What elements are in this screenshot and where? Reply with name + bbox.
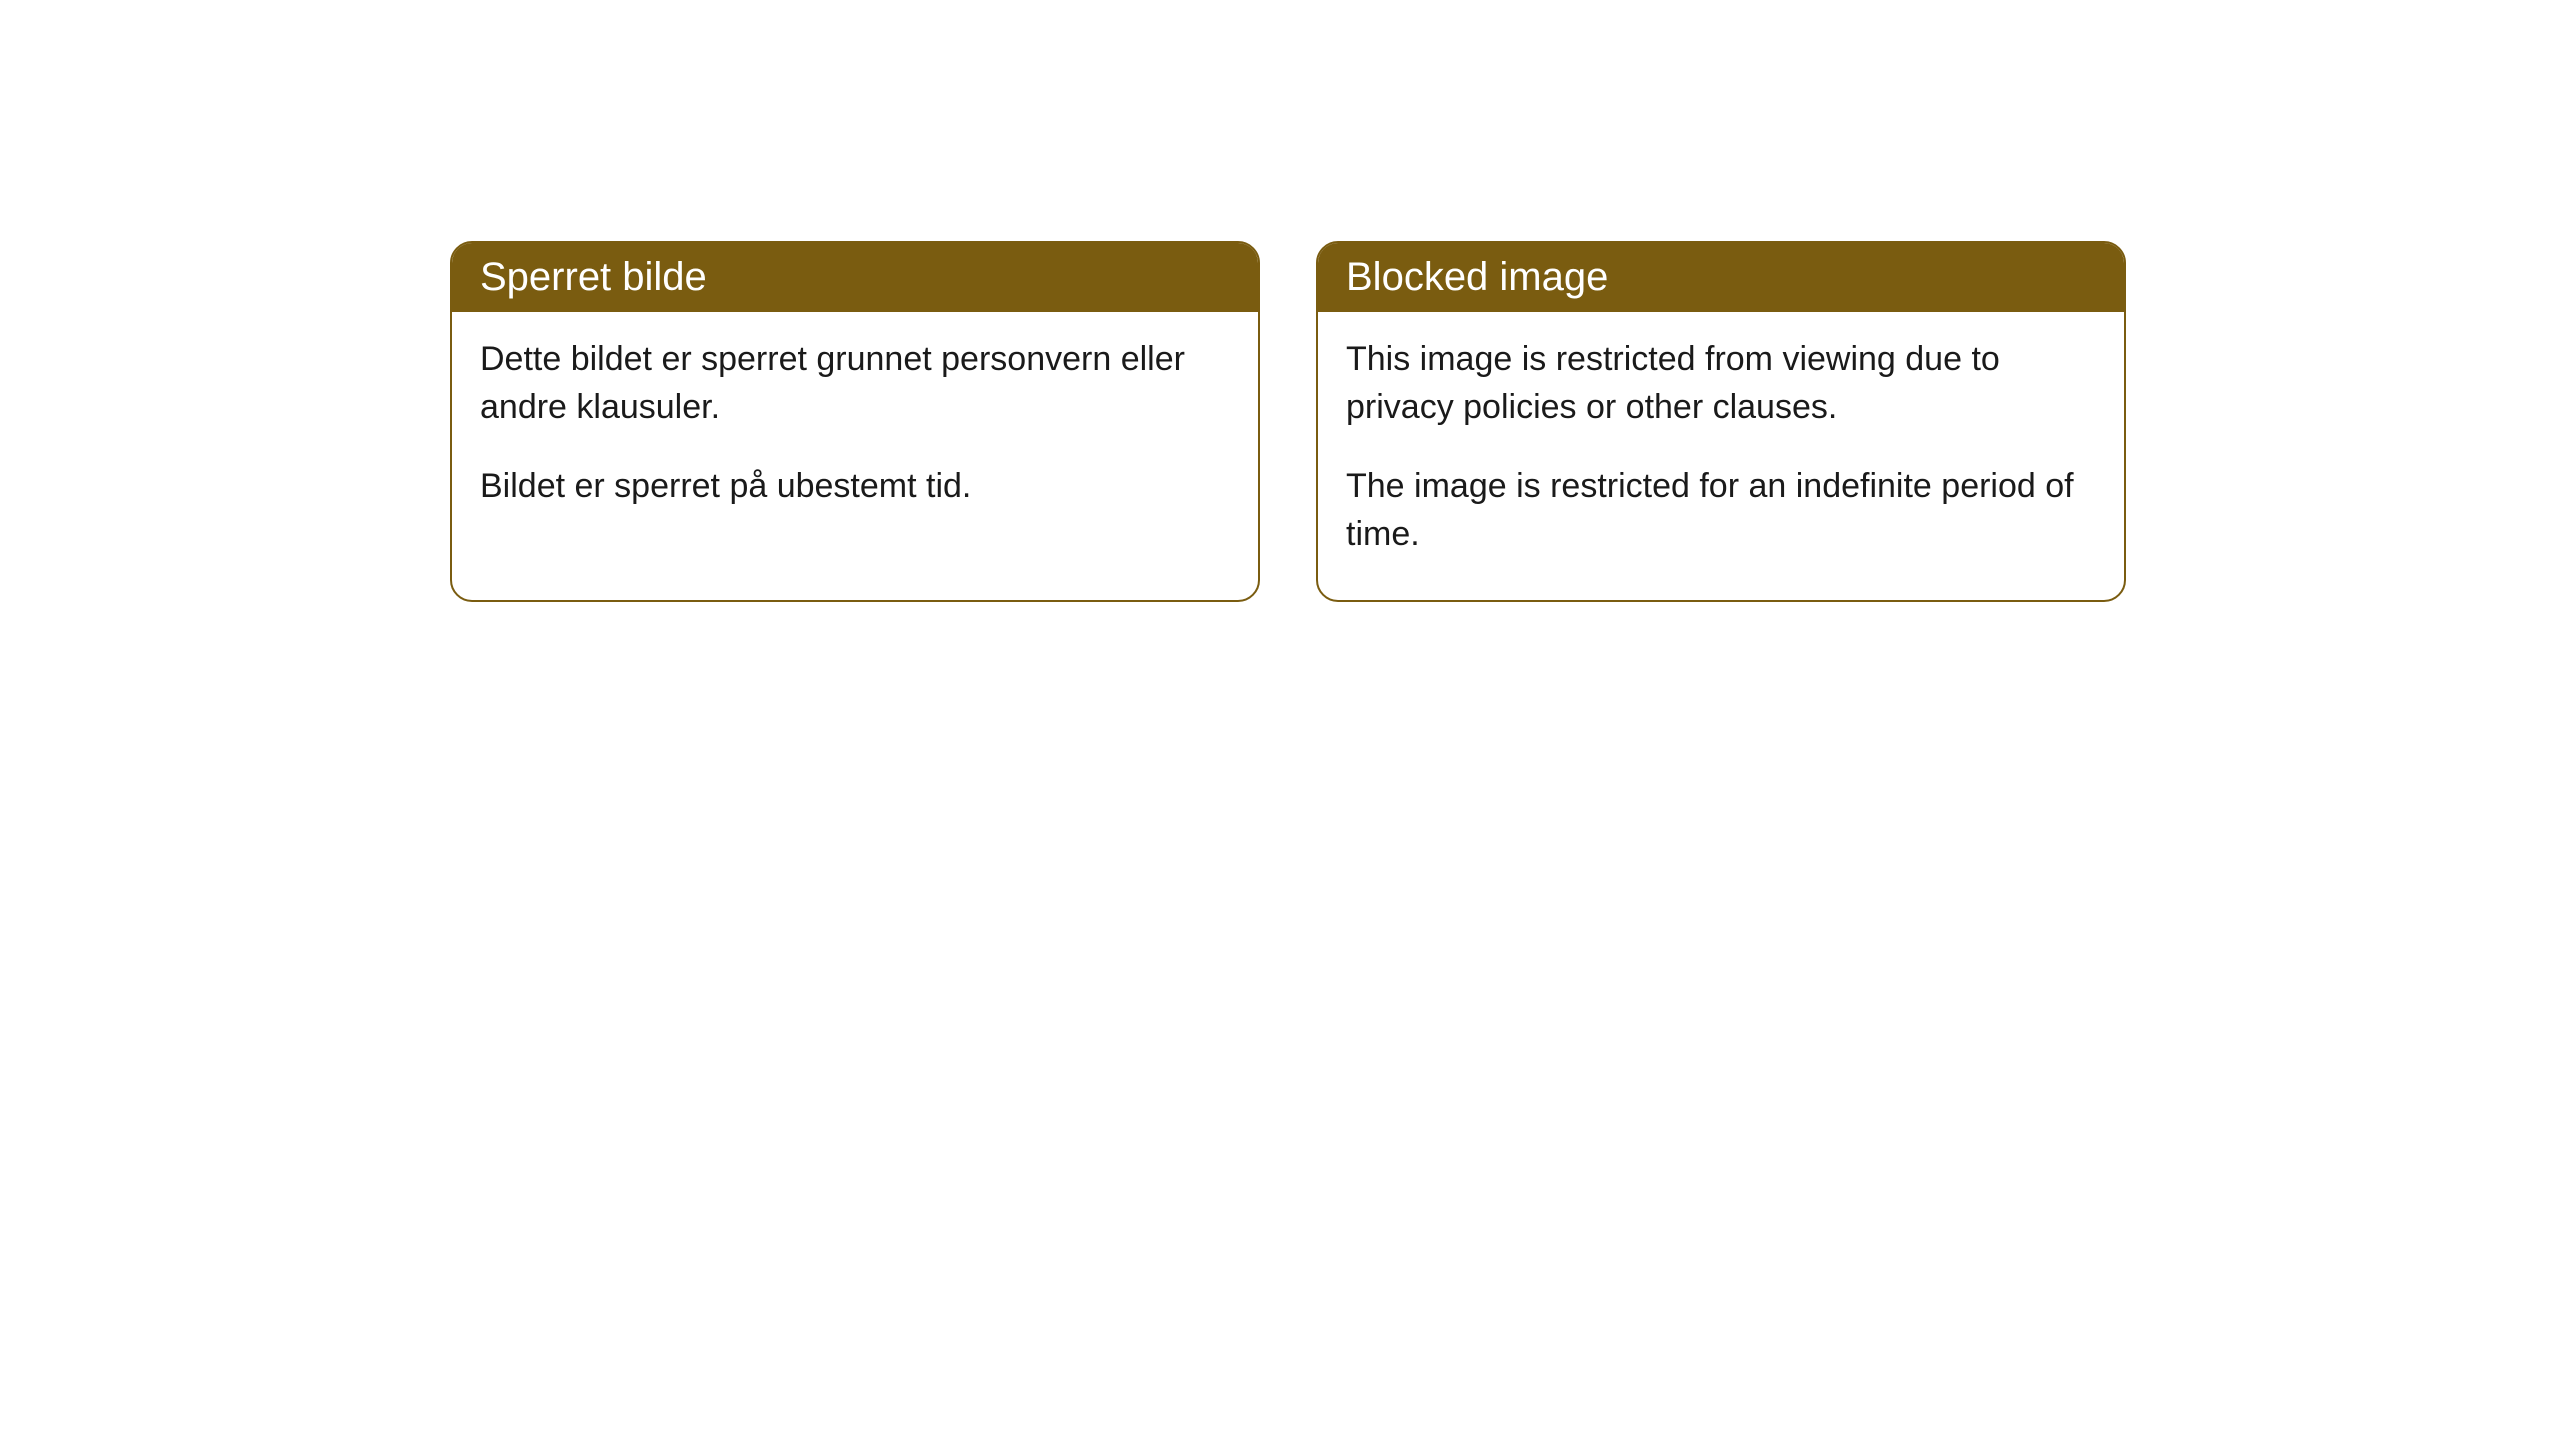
- card-header-norwegian: Sperret bilde: [452, 243, 1258, 312]
- card-paragraph-1-english: This image is restricted from viewing du…: [1346, 336, 2096, 431]
- card-body-norwegian: Dette bildet er sperret grunnet personve…: [452, 312, 1258, 553]
- card-paragraph-1-norwegian: Dette bildet er sperret grunnet personve…: [480, 336, 1230, 431]
- card-body-english: This image is restricted from viewing du…: [1318, 312, 2124, 600]
- card-paragraph-2-norwegian: Bildet er sperret på ubestemt tid.: [480, 463, 1230, 511]
- card-english: Blocked image This image is restricted f…: [1316, 241, 2126, 602]
- card-header-english: Blocked image: [1318, 243, 2124, 312]
- card-norwegian: Sperret bilde Dette bildet er sperret gr…: [450, 241, 1260, 602]
- cards-container: Sperret bilde Dette bildet er sperret gr…: [450, 241, 2126, 602]
- card-paragraph-2-english: The image is restricted for an indefinit…: [1346, 463, 2096, 558]
- card-title-english: Blocked image: [1346, 255, 1608, 299]
- card-title-norwegian: Sperret bilde: [480, 255, 707, 299]
